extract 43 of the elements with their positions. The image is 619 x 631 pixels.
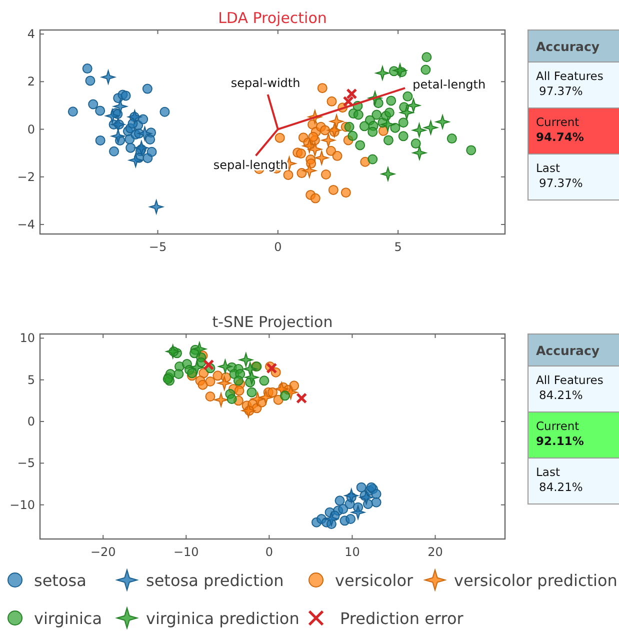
legend-label: versicolor prediction <box>454 571 618 590</box>
text: 84.21% <box>539 388 583 402</box>
y-tick-label: 0 <box>27 414 35 428</box>
text: Last <box>536 161 560 175</box>
y-tick-label: −5 <box>17 456 35 470</box>
text: 92.11% <box>536 434 584 448</box>
y-tick-label: −4 <box>17 217 35 232</box>
text: Last <box>536 465 560 479</box>
text: All Features <box>536 69 604 83</box>
y-tick-label: −2 <box>17 170 35 184</box>
legend-label: virginica prediction <box>146 609 300 628</box>
legend-label: setosa prediction <box>146 571 284 590</box>
chart-title: t-SNE Projection <box>212 313 333 331</box>
text: 97.37% <box>539 84 583 98</box>
text: Accuracy <box>536 39 600 54</box>
y-tick-label: 0 <box>27 122 35 136</box>
y-tick-label: −10 <box>10 498 35 512</box>
x-tick-label: −20 <box>90 545 116 559</box>
annotation: petal-length <box>412 77 486 92</box>
text: All Features <box>536 373 604 387</box>
x-tick-label: 0 <box>265 545 273 559</box>
text: 84.21% <box>539 480 583 494</box>
text: 94.74% <box>536 130 584 144</box>
legend-label: Prediction error <box>340 609 464 628</box>
text: Accuracy <box>536 343 600 358</box>
x-tick-label: −10 <box>173 545 199 559</box>
legend-label: versicolor <box>335 571 414 590</box>
x-tick-label: 10 <box>344 545 360 559</box>
legend-label: setosa <box>34 571 86 590</box>
text: Current <box>536 419 580 433</box>
legend-label: virginica <box>34 609 102 628</box>
y-tick-label: 4 <box>27 27 35 42</box>
y-tick-label: 5 <box>27 372 35 387</box>
y-tick-label: 2 <box>27 74 35 89</box>
text: Current <box>536 115 580 129</box>
text: 97.37% <box>539 176 583 190</box>
y-tick-label: 10 <box>20 331 35 346</box>
x-tick-label: 5 <box>394 240 402 254</box>
x-tick-label: −5 <box>148 240 167 254</box>
chart-title: LDA Projection <box>218 9 327 27</box>
x-tick-label: 0 <box>274 240 282 254</box>
x-tick-label: 20 <box>428 545 443 559</box>
annotation: sepal-width <box>230 76 300 90</box>
